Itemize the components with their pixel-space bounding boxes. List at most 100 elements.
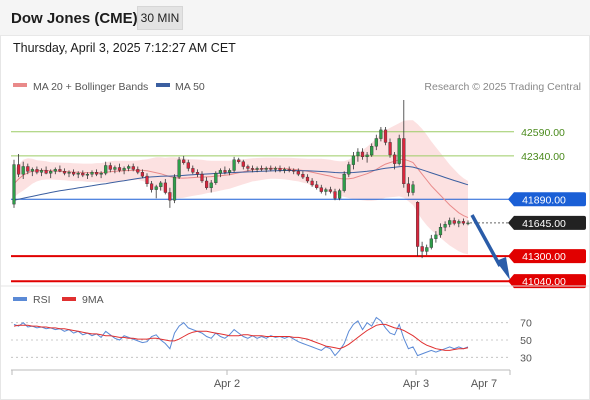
candle-body: [145, 175, 149, 185]
candle-body: [209, 182, 213, 188]
candle-body: [301, 173, 305, 178]
candle-body: [466, 222, 470, 225]
candle-body: [351, 155, 355, 165]
candle-body: [305, 176, 310, 182]
candle-body: [324, 189, 328, 192]
pivot-label: 41890.00: [522, 194, 566, 206]
candle-body: [26, 166, 30, 172]
candle-body: [99, 172, 103, 175]
candle-body: [191, 168, 195, 173]
instrument-title: Dow Jones (CME): [11, 10, 138, 27]
candle-body: [113, 167, 117, 170]
ma20-legend-swatch: [13, 83, 27, 87]
rsi-tick-label: 30: [520, 352, 532, 364]
candle-body: [278, 168, 282, 171]
ma9-legend-swatch: [62, 297, 76, 301]
x-tick-label: Apr 7: [471, 378, 497, 390]
candle-body: [17, 164, 21, 175]
candle-body: [195, 172, 200, 175]
candle-body: [356, 151, 360, 157]
rsi-tick-label: 50: [520, 335, 532, 347]
resistance-1-label: 42340.00: [521, 151, 565, 163]
candle-body: [117, 167, 122, 171]
candle-body: [168, 192, 172, 201]
chart-datetime: Thursday, April 3, 2025 7:12:27 AM CET: [13, 41, 236, 55]
candle-body: [315, 184, 319, 188]
candle-body: [204, 180, 209, 188]
candle-body: [438, 226, 443, 236]
level-tags: 42590.00 42340.00 41890.00 41645.00 41300.00…: [508, 127, 586, 288]
candle-body: [379, 129, 383, 139]
candle-body: [411, 184, 415, 193]
candle-body: [388, 142, 392, 156]
candle-body: [255, 168, 259, 170]
candle-body: [140, 172, 144, 177]
copyright-text: Research © 2025 Trading Central: [424, 81, 581, 93]
candle-body: [246, 166, 250, 169]
candle-body: [420, 246, 424, 252]
candle-body: [94, 172, 99, 175]
ma20-legend-label: MA 20 + Bollinger Bands: [33, 81, 148, 93]
candle-body: [39, 170, 44, 173]
candle-body: [406, 183, 410, 193]
support-1-label: 41300.00: [522, 251, 566, 263]
ma9-line: [13, 323, 469, 351]
candle-body: [461, 221, 465, 224]
candle-body: [292, 170, 296, 172]
candle-body: [457, 221, 461, 224]
candle-body: [108, 165, 112, 170]
candle-body: [67, 172, 71, 174]
pivot-tag: [508, 192, 586, 207]
candle-body: [393, 154, 397, 164]
candle-body: [250, 168, 255, 170]
candle-body: [21, 166, 25, 175]
candle-body: [269, 168, 273, 170]
candle-body: [44, 170, 48, 174]
candle-body: [71, 172, 76, 175]
candle-body: [81, 172, 85, 176]
candle-body: [402, 138, 406, 184]
rsi-tick-label: 70: [520, 318, 532, 330]
candle-body: [49, 171, 53, 174]
candle-body: [328, 189, 332, 192]
bollinger-bands: [14, 120, 468, 255]
candle-body: [448, 220, 452, 225]
moving-averages: [13, 158, 469, 219]
candles: [12, 100, 470, 259]
candle-body: [287, 169, 291, 171]
candle-body: [163, 182, 167, 193]
key-levels: [11, 131, 514, 283]
candle-body: [241, 161, 245, 167]
timeframe-button[interactable]: 30 MIN: [137, 6, 183, 30]
candle-body: [443, 224, 447, 228]
candle-body: [310, 180, 314, 186]
candle-body: [347, 164, 351, 175]
ma50-line: [13, 165, 469, 201]
candle-body: [434, 234, 438, 239]
candle-body: [154, 186, 158, 190]
candle-body: [223, 170, 227, 173]
candle-body: [397, 138, 401, 164]
candle-body: [264, 168, 268, 170]
candle-body: [416, 201, 420, 247]
ma9-legend-label: 9MA: [82, 294, 104, 306]
support-2-tag: [508, 274, 586, 289]
candle-body: [104, 165, 108, 174]
candle-body: [12, 164, 16, 205]
candle-body: [30, 169, 34, 172]
candle-body: [319, 187, 323, 192]
ma50-legend-label: MA 50: [175, 81, 205, 93]
candle-body: [227, 170, 232, 173]
current-label: 41645.00: [522, 218, 566, 230]
candle-body: [338, 190, 342, 199]
x-tick-label: Apr 3: [403, 378, 429, 390]
chart-header: Dow Jones (CME) 30 MIN: [0, 0, 590, 36]
candle-body: [425, 247, 429, 252]
support-1-tag: [508, 249, 586, 264]
candle-body: [127, 166, 131, 169]
candle-body: [53, 169, 57, 172]
rsi-legend-label: RSI: [33, 294, 51, 306]
candle-body: [370, 146, 374, 156]
bollinger-band-area: [14, 120, 468, 255]
